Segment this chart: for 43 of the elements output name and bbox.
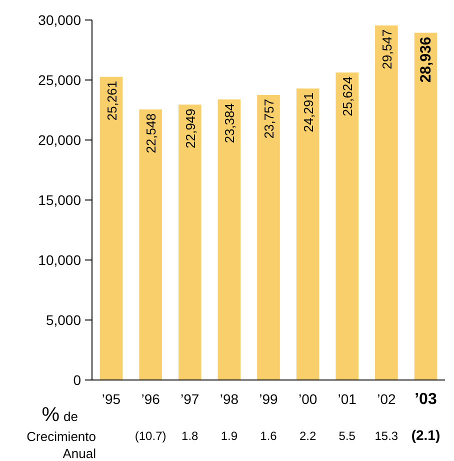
bar <box>139 109 162 380</box>
data-label: 29,547 <box>379 29 394 70</box>
y-tick-label: 20,000 <box>38 132 82 148</box>
y-tick-label: 0 <box>73 372 82 388</box>
x-tick-label: ’96 <box>141 391 160 407</box>
x-tick-label: ’95 <box>102 391 121 407</box>
text: 1.9 <box>220 429 238 443</box>
bar <box>178 104 202 380</box>
text: 1.8 <box>182 429 199 443</box>
y-tick-label: 25,000 <box>38 72 82 88</box>
data-label: 22,548 <box>144 113 159 154</box>
bar <box>257 94 280 380</box>
x-tick-label: ’00 <box>298 391 318 407</box>
x-tick-label: ’98 <box>220 391 239 407</box>
x-tick-label: ’01 <box>338 391 357 407</box>
bar <box>336 72 359 380</box>
bar <box>296 88 320 380</box>
x-tick-label: ’02 <box>377 391 396 407</box>
y-tick-label: 10,000 <box>38 252 82 268</box>
text: (2.1) <box>411 427 440 443</box>
y-tick-label: 30,000 <box>38 12 82 28</box>
x-tick-label: ’99 <box>259 391 278 407</box>
bar <box>218 99 241 380</box>
text: 15.3 <box>374 429 398 443</box>
bar <box>414 32 438 380</box>
data-label: 24,291 <box>300 92 316 132</box>
data-label: 28,936 <box>418 36 435 83</box>
x-tick-label: ’97 <box>180 391 200 407</box>
text: (10.7) <box>134 429 166 443</box>
data-label: 23,757 <box>262 98 276 139</box>
data-label: 25,624 <box>340 76 356 116</box>
y-tick-label: 5,000 <box>46 312 82 328</box>
data-label: 23,384 <box>222 103 238 144</box>
text: 2.2 <box>299 429 316 443</box>
text: % de Crecimiento Anual <box>26 404 96 461</box>
bar <box>375 25 398 380</box>
data-label: 22,949 <box>182 108 198 148</box>
data-label: 25,261 <box>104 80 120 121</box>
text: 5.5 <box>338 429 356 443</box>
text: 1.6 <box>260 429 278 443</box>
bar <box>100 76 123 380</box>
y-tick-label: 15,000 <box>38 192 82 208</box>
x-tick-label: ’03 <box>414 391 437 408</box>
